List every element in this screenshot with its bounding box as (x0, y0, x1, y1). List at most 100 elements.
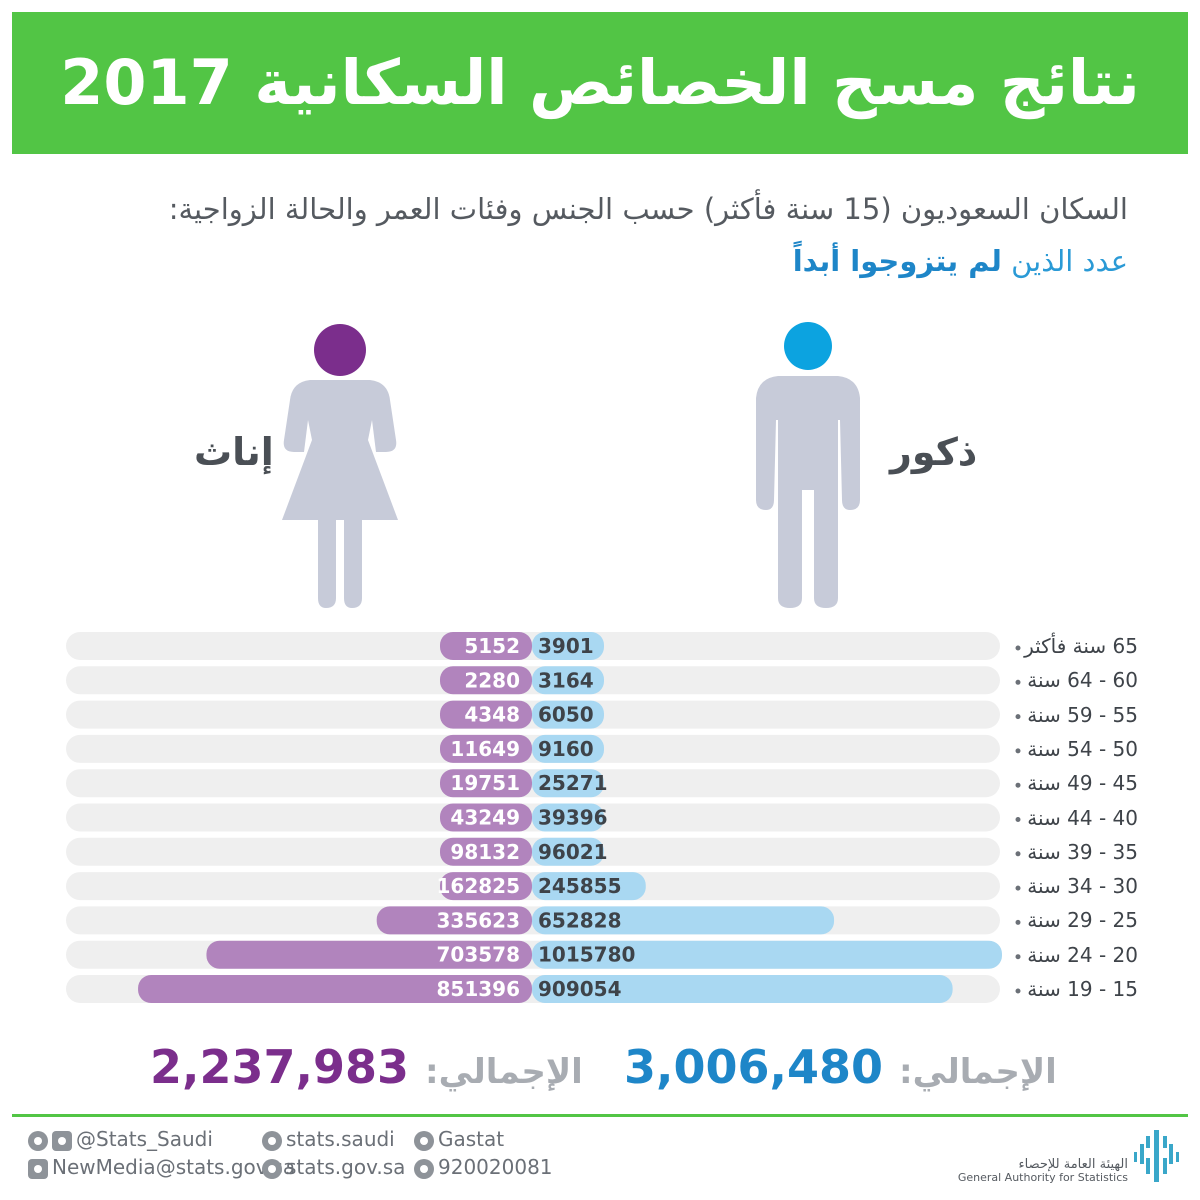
male-label: ذكور (890, 430, 978, 474)
female-bar (440, 803, 532, 832)
male-bar (532, 632, 604, 660)
female-bar (440, 632, 532, 660)
linkedin-handle: Gastat (438, 1127, 505, 1151)
linkedin-icon (414, 1130, 434, 1151)
male-figure-icon (756, 376, 860, 608)
pyramid-chart: 5152 3901 2280 3164 4348 6050 11649 9160 19751 25… (66, 632, 1021, 1003)
female-bar (206, 940, 532, 969)
age-bullet-icon (1015, 679, 1021, 685)
male-value-label: 3164 (538, 668, 594, 692)
phone-icon (414, 1158, 434, 1179)
org-name-en: General Authority for Statistics (957, 1171, 1128, 1184)
age-category-label: 30 - 34 سنة (1027, 874, 1138, 899)
email-address: NewMedia@stats.gov.sa (52, 1155, 296, 1179)
footer-linkedin[interactable]: Gastat (414, 1127, 504, 1151)
male-bar (532, 700, 604, 729)
female-figure-icon (282, 380, 398, 608)
age-category-label: 15 - 19 سنة (1027, 977, 1138, 1001)
header-banner: نتائج مسح الخصائص السكانية 2017 (12, 12, 1188, 154)
facebook-icon (262, 1130, 282, 1151)
female-head-icon (314, 324, 366, 376)
male-value-label: 39396 (538, 806, 608, 830)
facebook-handle: stats.saudi (286, 1127, 395, 1151)
age-category-label: 40 - 44 سنة (1027, 805, 1138, 830)
female-value-label: 19751 (450, 771, 520, 795)
twitter-icon (28, 1130, 48, 1151)
age-category-label: 65 سنة فأكثر (1024, 634, 1138, 658)
org-name-ar: الهيئة العامة للإحصاء (1018, 1157, 1128, 1172)
chart-subtitle-2: عدد الذين لم يتزوجوا أبداً (68, 244, 1128, 278)
male-bar (532, 837, 604, 866)
globe-icon (262, 1158, 282, 1179)
age-bullet-icon (1015, 885, 1021, 891)
female-value-label: 2280 (464, 668, 520, 692)
male-bar (532, 734, 604, 763)
age-bullet-icon (1015, 645, 1021, 651)
twitter-handle: @Stats_Saudi (76, 1127, 213, 1151)
female-value-label: 5152 (464, 634, 520, 658)
female-label: إناث (194, 430, 274, 474)
footer-web[interactable]: stats.gov.sa (262, 1155, 405, 1179)
gender-figures (282, 322, 860, 608)
footer-phone[interactable]: 920020081 (414, 1155, 553, 1179)
female-value-label: 335623 (437, 908, 521, 932)
female-bar (440, 734, 532, 763)
male-value-label: 652828 (538, 908, 622, 932)
male-value-label: 96021 (538, 840, 608, 864)
age-bullet-icon (1015, 782, 1021, 788)
phone-number: 920020081 (438, 1155, 553, 1179)
male-value-label: 25271 (538, 771, 608, 795)
age-bullet-icon (1015, 748, 1021, 754)
age-bullet-icon (1015, 954, 1021, 960)
instagram-icon (52, 1130, 72, 1151)
age-category-label: 55 - 59 سنة (1027, 702, 1138, 727)
male-value-label: 6050 (538, 703, 594, 727)
age-category-label: 25 - 29 سنة (1027, 908, 1138, 933)
male-value-label: 1015780 (538, 943, 635, 967)
female-value-label: 703578 (437, 943, 521, 967)
age-bullet-icon (1015, 851, 1021, 857)
female-total-value: 2,237,983 (150, 1040, 409, 1094)
female-total-label: الإجمالي: (425, 1052, 583, 1092)
female-bar (440, 769, 532, 798)
footer-twitter[interactable]: @Stats_Saudi (28, 1127, 213, 1151)
male-bar (532, 803, 604, 832)
female-bar (440, 666, 532, 695)
footer-facebook[interactable]: stats.saudi (262, 1127, 395, 1151)
male-value-label: 3901 (538, 634, 594, 658)
org-name: الهيئة العامة للإحصاء General Authority … (908, 1158, 1128, 1184)
female-value-label: 43249 (450, 806, 520, 830)
female-value-label: 98132 (450, 840, 520, 864)
female-total: الإجمالي: 2,237,983 (150, 1040, 583, 1094)
male-value-label: 245855 (538, 874, 622, 898)
page-title: نتائج مسح الخصائص السكانية 2017 (60, 46, 1140, 119)
male-bar (532, 872, 646, 901)
female-bar (138, 975, 532, 1003)
female-bar (376, 906, 532, 935)
female-bar (440, 837, 532, 866)
footer-email[interactable]: NewMedia@stats.gov.sa (28, 1155, 295, 1179)
email-icon (28, 1158, 48, 1179)
age-category-label: 50 - 54 سنة (1027, 736, 1138, 761)
male-value-label: 909054 (538, 977, 622, 1001)
female-value-label: 11649 (450, 737, 520, 761)
female-bar (440, 872, 532, 901)
age-bullet-icon (1015, 817, 1021, 822)
footer-divider (12, 1114, 1188, 1117)
female-value-label: 4348 (464, 703, 520, 727)
male-total-value: 3,006,480 (624, 1040, 883, 1094)
female-bar (440, 700, 532, 729)
gastat-logo-icon (1134, 1130, 1179, 1182)
age-category-label: 20 - 24 سنة (1027, 942, 1138, 967)
age-bullet-icon (1015, 919, 1021, 925)
subtitle-highlight: لم يتزوجوا أبداً (792, 244, 1002, 278)
male-bar (532, 940, 1002, 969)
female-value-label: 162825 (437, 874, 521, 898)
male-total: الإجمالي: 3,006,480 (624, 1040, 1057, 1094)
male-head-icon (784, 322, 832, 370)
age-category-label: 45 - 49 سنة (1027, 771, 1138, 796)
female-value-label: 851396 (437, 977, 521, 1001)
male-total-label: الإجمالي: (899, 1052, 1057, 1092)
male-bar (532, 769, 604, 798)
male-bar (532, 906, 835, 935)
